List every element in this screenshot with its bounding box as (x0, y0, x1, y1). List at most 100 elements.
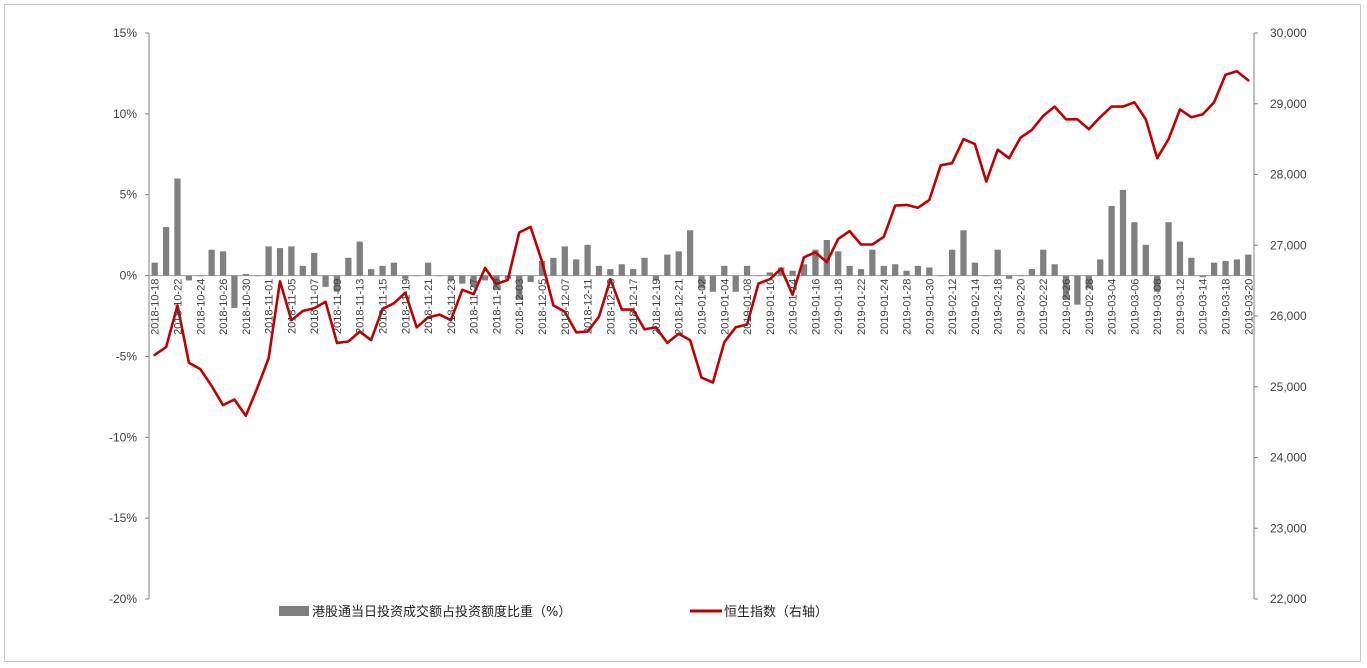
x-tick-label: 2019-03-06 (1129, 279, 1141, 335)
bar (413, 275, 420, 277)
bar (424, 262, 432, 276)
x-tick-label: 2018-11-21 (423, 279, 435, 334)
bar (846, 265, 853, 276)
x-tick-label: 2019-03-12 (1175, 279, 1187, 335)
bar (1131, 222, 1138, 276)
x-tick-label: 2019-01-16 (810, 279, 822, 335)
x-tick-label: 2019-03-08 (1152, 279, 1164, 335)
legend: 港股通当日投资成交额占投资额度比重（%） 恒生指数（右轴） (279, 604, 828, 620)
bar (789, 270, 796, 276)
bar (219, 251, 227, 276)
x-tick-label: 2018-11-13 (355, 279, 367, 334)
x-tick-label: 2018-11-19 (400, 279, 412, 334)
bar (1062, 275, 1070, 300)
x-axis-labels: 2018-10-18 2018-10-22 2018-10-24 2018-10-26… (150, 279, 1256, 335)
bar (1210, 262, 1218, 276)
bar (1199, 275, 1206, 278)
x-tick-label: 2018-10-26 (218, 279, 230, 335)
right-tick-label: 30,000 (1270, 26, 1307, 40)
bar (584, 244, 591, 276)
bar (288, 246, 295, 276)
bar (1245, 254, 1252, 276)
chart-frame (4, 4, 1361, 662)
x-tick-label: 2018-11-27 (469, 279, 481, 334)
bar (481, 275, 489, 281)
bar (721, 265, 728, 276)
bar (162, 227, 170, 276)
x-tick-label: 2019-01-30 (924, 279, 936, 335)
bar (618, 264, 625, 276)
bar (1074, 275, 1081, 305)
x-tick-label: 2019-02-28 (1084, 279, 1096, 335)
left-tick-label: -5% (116, 349, 138, 363)
bar (322, 275, 329, 287)
x-tick-label: 2018-11-07 (309, 279, 321, 334)
x-tick-label: 2018-12-13 (605, 279, 617, 335)
bar (960, 230, 967, 276)
bar (151, 262, 158, 276)
legend-bar-swatch (279, 606, 309, 616)
bar (835, 251, 842, 276)
x-tick-label: 2019-02-12 (947, 279, 959, 335)
x-tick-label: 2018-12-19 (651, 279, 663, 335)
right-y-axis: 30,000 29,000 28,000 27,000 26,000 25,000 24,0… (1253, 26, 1307, 606)
left-tick-label: 15% (113, 26, 137, 40)
bar (1017, 275, 1024, 277)
bar (197, 275, 204, 277)
x-tick-label: 2018-11-05 (286, 279, 298, 334)
bar (800, 264, 808, 276)
bar (1051, 264, 1058, 276)
bar (823, 239, 830, 276)
bar (1188, 257, 1195, 276)
x-tick-label: 2018-12-21 (674, 279, 686, 335)
bar (1119, 189, 1127, 276)
x-tick-label: 2018-11-15 (378, 279, 390, 334)
left-tick-label: 10% (113, 107, 137, 121)
x-tick-label: 2018-12-17 (628, 279, 640, 335)
bar (1233, 259, 1241, 276)
bar (516, 275, 523, 300)
x-tick-label: 2018-11-09 (332, 279, 344, 334)
bar (242, 273, 249, 276)
hsi-line (153, 69, 1250, 418)
bar (709, 275, 717, 292)
bar (1165, 222, 1172, 276)
right-tick-label: 25,000 (1270, 380, 1307, 394)
x-tick-label: 2019-01-14 (788, 279, 800, 335)
right-tick-label: 26,000 (1270, 309, 1307, 323)
right-tick-label: 28,000 (1270, 168, 1307, 182)
bar (1222, 261, 1229, 276)
bar (698, 275, 705, 289)
bar-series (151, 178, 1252, 308)
left-tick-label: 5% (120, 188, 138, 202)
left-tick-label: -20% (109, 592, 137, 606)
x-tick-label: 2018-12-05 (537, 279, 549, 335)
bar (926, 267, 933, 276)
bar (174, 178, 181, 276)
right-tick-label: 23,000 (1270, 521, 1307, 535)
bar (254, 275, 261, 277)
bar (1005, 275, 1013, 279)
bar (983, 275, 990, 277)
x-tick-label: 2019-02-26 (1061, 279, 1073, 335)
bar (971, 262, 979, 276)
bar (641, 257, 648, 276)
x-tick-label: 2019-03-04 (1107, 279, 1119, 335)
x-tick-label: 2018-11-23 (446, 279, 458, 334)
bar (459, 275, 466, 284)
x-tick-label: 2018-10-18 (150, 279, 162, 335)
bar (994, 249, 1001, 276)
bar (686, 230, 694, 276)
bar (276, 248, 284, 276)
bar (937, 275, 944, 277)
bar (1040, 249, 1047, 276)
bar (550, 257, 557, 276)
bar (231, 275, 238, 308)
bar (402, 275, 409, 279)
right-tick-label: 29,000 (1270, 97, 1307, 111)
bar (607, 269, 614, 276)
bar (265, 246, 272, 276)
bar (880, 265, 887, 276)
bar (914, 265, 922, 276)
x-tick-label: 2019-03-20 (1243, 279, 1255, 335)
